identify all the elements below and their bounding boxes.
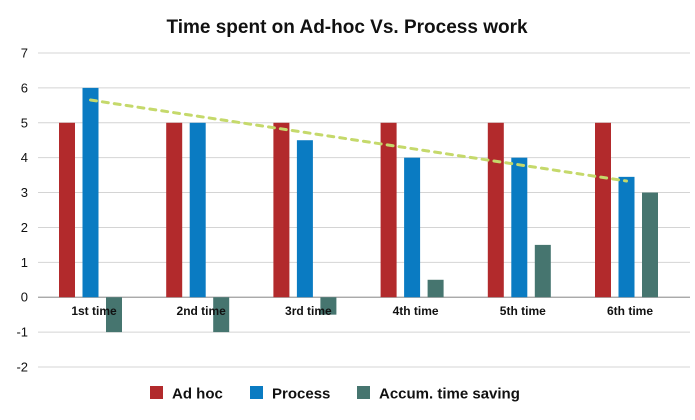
y-tick-label: -1 — [16, 325, 28, 340]
bar — [296, 140, 313, 298]
bar — [380, 122, 397, 298]
x-tick-label: 5th time — [500, 304, 546, 318]
y-tick-label: 5 — [21, 115, 28, 130]
y-tick-label: 7 — [21, 46, 28, 61]
legend-label: Accum. time saving — [379, 386, 520, 403]
bar — [106, 297, 122, 333]
x-tick-label: 1st time — [71, 304, 117, 318]
legend: Ad hoc Process Accum. time saving — [150, 386, 520, 403]
y-tick-label: 0 — [21, 290, 28, 305]
x-tick-label: 6th time — [607, 304, 653, 318]
y-axis-ticks: 7 6 5 4 3 2 1 0 -1 -2 — [16, 46, 28, 375]
bar — [166, 122, 183, 298]
process-trendline — [89, 98, 628, 183]
legend-label: Process — [272, 386, 330, 403]
bars — [59, 87, 658, 333]
chart-title: Time spent on Ad-hoc Vs. Process work — [166, 17, 528, 38]
x-tick-label: 2nd time — [177, 304, 227, 318]
trendline — [89, 98, 628, 183]
bar — [534, 244, 551, 298]
y-tick-label: -2 — [16, 360, 28, 375]
y-tick-label: 3 — [21, 185, 28, 200]
bar — [487, 122, 504, 298]
x-tick-label: 4th time — [393, 304, 439, 318]
x-axis-ticks: 1st time 2nd time 3rd time 4th time 5th time… — [71, 304, 653, 318]
bar — [320, 297, 337, 315]
gridlines — [38, 52, 690, 368]
y-tick-label: 6 — [21, 80, 28, 95]
x-tick-label: 3rd time — [285, 304, 332, 318]
bar — [511, 157, 528, 298]
bar — [189, 122, 206, 298]
bar — [404, 157, 421, 298]
bar — [427, 279, 444, 298]
bar — [273, 122, 290, 298]
y-tick-label: 2 — [21, 220, 28, 235]
legend-label: Ad hoc — [172, 386, 223, 403]
bar — [595, 122, 611, 298]
bar — [618, 176, 635, 298]
legend-swatch — [357, 386, 370, 399]
y-tick-label: 4 — [21, 150, 28, 165]
bar — [213, 297, 230, 333]
bar — [82, 87, 99, 298]
legend-swatch — [250, 386, 263, 399]
bar — [642, 192, 658, 298]
y-tick-label: 1 — [21, 255, 28, 270]
legend-swatch — [150, 386, 163, 399]
bar — [59, 122, 75, 298]
